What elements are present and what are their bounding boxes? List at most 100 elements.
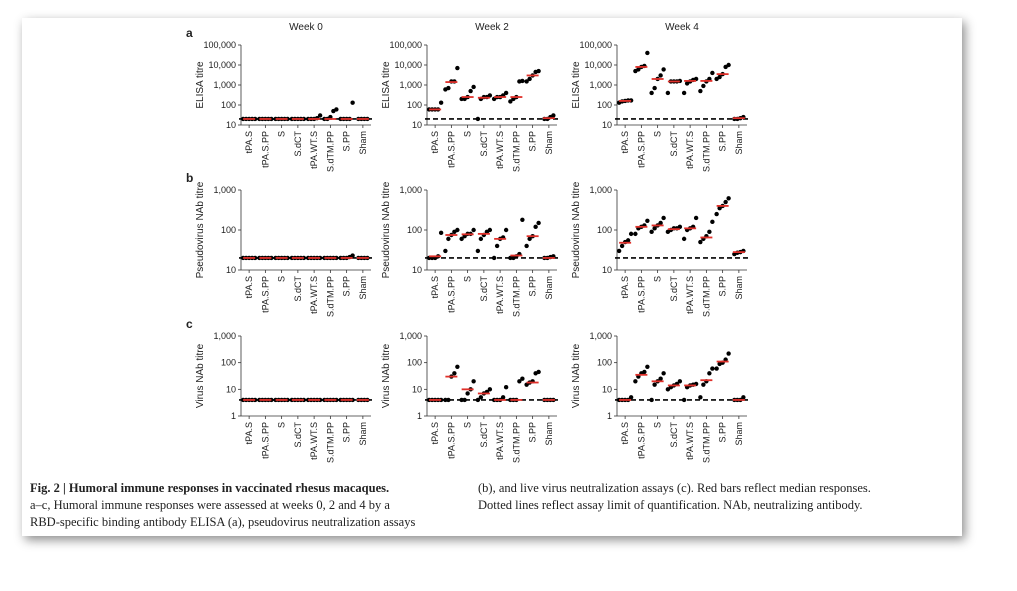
x-tick-label: S.dTM.PP bbox=[325, 422, 335, 463]
x-tick-label: Sham bbox=[358, 131, 368, 155]
data-point bbox=[633, 231, 638, 237]
y-tick-label: 1,000 bbox=[589, 331, 612, 341]
panel-letter: b bbox=[186, 171, 193, 185]
data-point bbox=[533, 224, 538, 230]
data-point bbox=[487, 227, 493, 233]
data-point bbox=[707, 371, 712, 376]
data-point bbox=[459, 236, 464, 242]
x-tick-label: S bbox=[653, 276, 663, 282]
x-tick-label: S.dCT bbox=[669, 276, 679, 302]
x-tick-label: tPA.S.PP bbox=[636, 422, 646, 459]
x-tick-label: tPA.S bbox=[430, 276, 440, 298]
x-tick-label: tPA.WT.S bbox=[495, 422, 505, 460]
x-tick-label: tPA.WT.S bbox=[685, 276, 695, 314]
data-point bbox=[443, 248, 448, 254]
y-tick-label: 100 bbox=[597, 358, 612, 368]
data-point bbox=[701, 83, 706, 89]
x-tick-label: S bbox=[277, 276, 287, 282]
x-tick-label: S.dTM.PP bbox=[701, 131, 711, 172]
data-point bbox=[723, 199, 728, 205]
data-point bbox=[471, 84, 476, 90]
data-point bbox=[652, 382, 657, 387]
x-tick-label: tPA.WT.S bbox=[309, 276, 319, 314]
x-tick-label: tPA.S.PP bbox=[446, 131, 456, 168]
x-tick-label: tPA.S bbox=[430, 131, 440, 153]
y-tick-label: 1,000 bbox=[589, 185, 612, 195]
data-point bbox=[698, 239, 703, 245]
data-point bbox=[508, 99, 513, 104]
x-tick-label: S bbox=[463, 131, 473, 137]
data-point bbox=[487, 387, 493, 392]
data-point bbox=[350, 100, 355, 105]
panel-letter: c bbox=[186, 317, 193, 331]
data-point bbox=[707, 229, 712, 235]
y-tick-label: 100,000 bbox=[579, 40, 612, 50]
data-point bbox=[714, 366, 719, 371]
y-tick-label: 10 bbox=[412, 120, 422, 130]
data-point bbox=[520, 217, 525, 222]
x-tick-label: S.dTM.PP bbox=[701, 422, 711, 463]
y-tick-label: 10 bbox=[226, 384, 236, 394]
y-tick-label: 10 bbox=[412, 265, 422, 275]
x-tick-label: S.dTM.PP bbox=[701, 276, 711, 317]
y-tick-label: 100,000 bbox=[203, 40, 236, 50]
data-point bbox=[478, 236, 484, 242]
data-point bbox=[527, 76, 532, 82]
data-point bbox=[487, 93, 493, 98]
x-tick-label: tPA.WT.S bbox=[495, 131, 505, 169]
y-tick-label: 100,000 bbox=[389, 40, 422, 50]
y-axis-label: Pseudovirus NAb titre bbox=[195, 181, 206, 278]
y-tick-label: 10 bbox=[412, 384, 422, 394]
x-tick-label: S.PP bbox=[528, 422, 538, 443]
x-tick-label: S.dCT bbox=[293, 276, 303, 302]
y-tick-label: 1 bbox=[607, 411, 612, 421]
x-tick-label: S bbox=[463, 276, 473, 282]
data-point bbox=[649, 229, 654, 235]
y-tick-label: 1 bbox=[231, 411, 236, 421]
x-tick-label: S.PP bbox=[528, 131, 538, 152]
data-point bbox=[455, 227, 460, 233]
data-point bbox=[468, 88, 473, 94]
y-tick-label: 100 bbox=[597, 225, 612, 235]
data-point bbox=[536, 220, 541, 226]
y-tick-label: 10 bbox=[602, 120, 612, 130]
data-point bbox=[551, 113, 556, 118]
y-tick-label: 10,000 bbox=[394, 60, 422, 70]
data-point bbox=[350, 253, 355, 258]
x-tick-label: tPA.S.PP bbox=[260, 422, 270, 459]
x-tick-label: S.dCT bbox=[479, 422, 489, 448]
data-point bbox=[661, 67, 666, 72]
data-point bbox=[471, 227, 476, 233]
x-tick-label: S.dTM.PP bbox=[511, 131, 521, 172]
x-tick-label: tPA.S bbox=[620, 131, 630, 153]
x-tick-label: tPA.S bbox=[620, 422, 630, 444]
x-tick-label: Sham bbox=[734, 276, 744, 300]
data-point bbox=[524, 243, 529, 249]
x-tick-label: tPA.WT.S bbox=[309, 422, 319, 460]
data-point bbox=[681, 90, 687, 96]
caption-line: a–c, Humoral immune responses were asses… bbox=[30, 498, 390, 512]
y-axis-label: ELISA titre bbox=[381, 61, 392, 109]
y-tick-label: 1,000 bbox=[399, 185, 422, 195]
x-tick-label: S.PP bbox=[718, 422, 728, 443]
x-tick-label: tPA.S bbox=[620, 276, 630, 298]
data-point bbox=[661, 371, 666, 376]
x-tick-label: Sham bbox=[734, 422, 744, 446]
caption-line: RBD-specific binding antibody ELISA (a),… bbox=[30, 515, 416, 529]
data-point bbox=[645, 50, 650, 56]
data-point bbox=[438, 100, 444, 105]
data-point bbox=[642, 369, 647, 375]
data-point bbox=[710, 219, 715, 225]
y-axis-label: ELISA titre bbox=[571, 61, 582, 109]
data-point bbox=[503, 385, 509, 390]
y-tick-label: 1,000 bbox=[399, 80, 422, 90]
data-point bbox=[520, 78, 525, 84]
x-tick-label: Sham bbox=[544, 422, 554, 446]
data-point bbox=[710, 70, 715, 76]
x-tick-label: S.dTM.PP bbox=[511, 276, 521, 317]
data-point bbox=[681, 236, 687, 242]
data-point bbox=[524, 79, 529, 84]
y-tick-label: 100 bbox=[221, 358, 236, 368]
data-point bbox=[475, 116, 481, 122]
